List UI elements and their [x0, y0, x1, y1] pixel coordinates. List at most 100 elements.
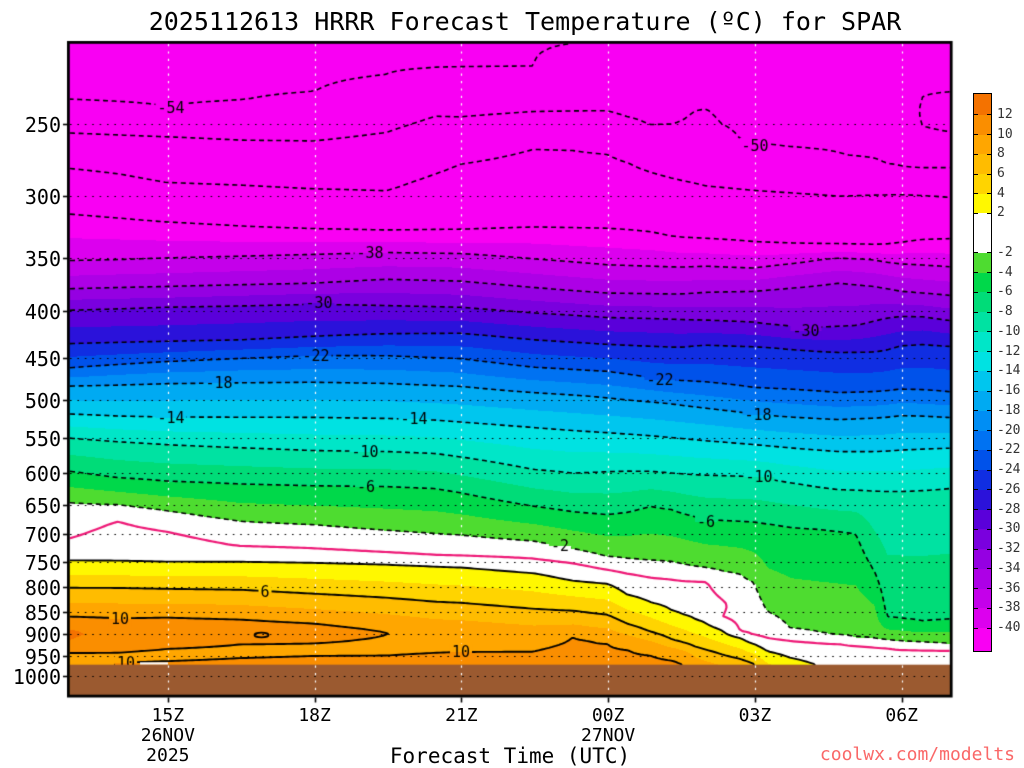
colorbar-label--16: -16: [997, 383, 1021, 399]
colorbar-tick: [987, 528, 991, 530]
colorbar-tick: [974, 568, 978, 570]
colorbar-label-12: 12: [997, 106, 1013, 122]
time-tick-21Z: 21Z: [445, 704, 478, 726]
colorbar-band: [974, 114, 991, 135]
x-axis-label: Forecast Time (UTC): [389, 743, 631, 768]
colorbar-tick: [974, 134, 978, 136]
pressure-tick-650: 650: [24, 493, 61, 518]
colorbar-band: [974, 94, 991, 115]
pressure-tick-850: 850: [24, 600, 61, 625]
colorbar-label--36: -36: [997, 580, 1021, 596]
pressure-tick-900: 900: [24, 623, 61, 648]
temperature-colorbar: 12 10 8 6 4 2 -2 -4 -6 -8 -10 -12 -14 -16 -18 -20 -22 -24…: [973, 93, 1020, 653]
colorbar-label--8: -8: [997, 304, 1013, 320]
pressure-tick-400: 400: [24, 299, 61, 324]
colorbar-tick: [987, 489, 991, 491]
colorbar-tick: [987, 430, 991, 432]
colorbar-band: [974, 470, 991, 490]
time-tick-15Z: 15Z: [151, 704, 185, 726]
pressure-tick-300: 300: [24, 185, 61, 210]
colorbar-label-4: 4: [997, 185, 1005, 201]
colorbar-band: [974, 174, 991, 194]
colorbar-label-2: 2: [997, 205, 1005, 221]
colorbar-tick: [974, 114, 978, 116]
colorbar-label--12: -12: [997, 343, 1021, 359]
pressure-tick-700: 700: [24, 523, 61, 548]
pressure-tick-950: 950: [24, 644, 61, 669]
colorbar-tick: [987, 390, 991, 392]
colorbar-band: [974, 213, 991, 253]
pressure-tick-500: 500: [24, 388, 61, 413]
colorbar-tick: [974, 528, 978, 530]
colorbar-band: [974, 410, 991, 431]
colorbar-tick: [987, 134, 991, 136]
colorbar-tick: [987, 410, 991, 412]
credit-link[interactable]: coolwx.com/modelts: [819, 744, 1015, 765]
colorbar-tick: [974, 272, 978, 274]
colorbar-tick: [974, 607, 978, 609]
colorbar-band: [974, 509, 991, 530]
pressure-tick-1000: 1000: [12, 665, 61, 690]
colorbar-label--14: -14: [997, 363, 1021, 379]
colorbar-tick: [974, 509, 978, 511]
colorbar-label--32: -32: [997, 541, 1021, 557]
colorbar-tick: [974, 469, 978, 471]
colorbar-band: [974, 272, 991, 293]
colorbar-band: [974, 154, 991, 174]
colorbar-tick: [974, 351, 978, 353]
chart-title: 2025112613 HRRR Forecast Temperature (ºC…: [148, 7, 902, 36]
colorbar-label--2: -2: [997, 244, 1013, 260]
colorbar-tick: [974, 548, 978, 550]
colorbar-tick: [974, 588, 978, 590]
colorbar-tick: [987, 351, 991, 353]
pressure-tick-800: 800: [24, 576, 61, 601]
colorbar-tick: [974, 627, 978, 629]
date-label-26NOV: 26NOV: [140, 724, 195, 746]
pressure-tick-250: 250: [24, 112, 61, 137]
colorbar-label--10: -10: [997, 323, 1021, 339]
pressure-tick-350: 350: [24, 246, 61, 271]
colorbar-tick: [974, 311, 978, 313]
colorbar-band: [974, 351, 991, 372]
colorbar-tick: [974, 252, 978, 254]
colorbar-band: [974, 628, 991, 652]
colorbar-tick: [987, 291, 991, 293]
colorbar-tick: [987, 272, 991, 274]
colorbar-label--34: -34: [997, 560, 1021, 576]
colorbar-tick: [987, 449, 991, 451]
colorbar-tick: [987, 548, 991, 550]
colorbar-label--4: -4: [997, 264, 1013, 280]
colorbar-tick: [987, 469, 991, 471]
colorbar-tick: [987, 153, 991, 155]
colorbar-tick: [987, 607, 991, 609]
colorbar-tick: [987, 114, 991, 116]
pressure-tick-550: 550: [24, 426, 61, 451]
colorbar-tick: [974, 153, 978, 155]
colorbar-label-10: 10: [997, 126, 1013, 142]
colorbar-label--22: -22: [997, 442, 1021, 458]
colorbar-tick: [987, 627, 991, 629]
colorbar-tick: [987, 252, 991, 254]
colorbar-tick: [974, 489, 978, 491]
colorbar-band: [974, 529, 991, 550]
colorbar-tick: [974, 370, 978, 372]
colorbar-band: [974, 252, 991, 273]
colorbar-tick: [987, 370, 991, 372]
colorbar-tick: [974, 331, 978, 333]
colorbar-tick: [974, 212, 978, 214]
colorbar-tick: [987, 588, 991, 590]
colorbar-band: [974, 391, 991, 411]
time-tick-18Z: 18Z: [298, 704, 331, 726]
colorbar-label--18: -18: [997, 402, 1021, 418]
colorbar-label--40: -40: [997, 620, 1021, 636]
colorbar-band: [974, 568, 991, 589]
colorbar-tick: [974, 430, 978, 432]
colorbar-label--6: -6: [997, 284, 1013, 300]
colorbar-band: [974, 292, 991, 313]
pressure-tick-600: 600: [24, 461, 61, 486]
colorbar-band: [974, 588, 991, 609]
colorbar-tick: [987, 193, 991, 195]
colorbar-label-8: 8: [997, 146, 1005, 162]
